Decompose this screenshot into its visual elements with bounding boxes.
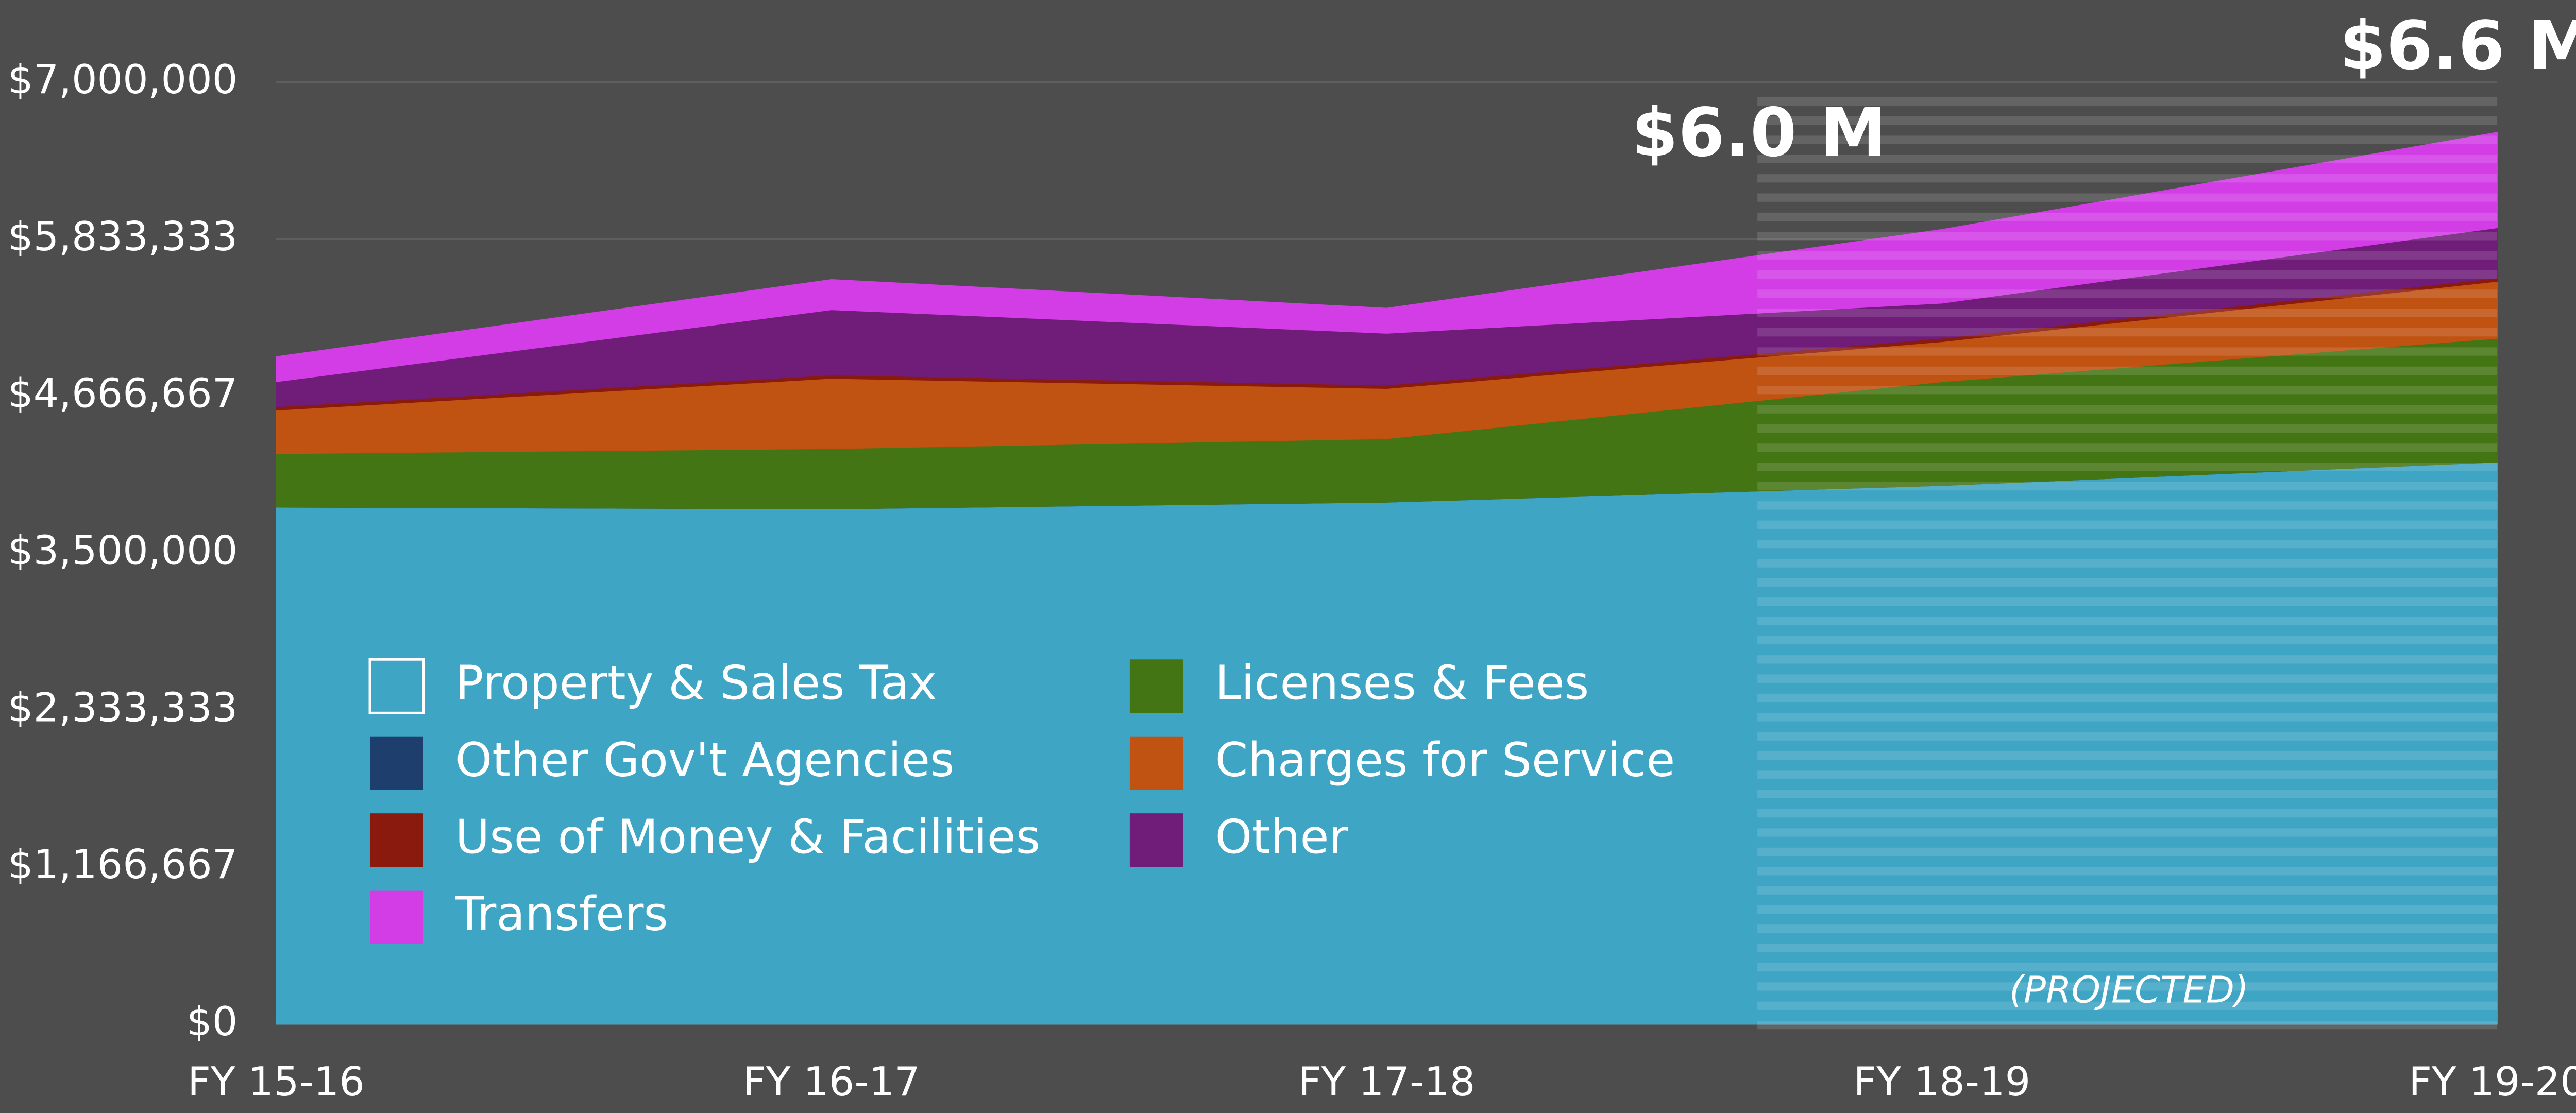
stripe bbox=[1757, 770, 2498, 779]
stripe bbox=[1757, 847, 2498, 857]
legend-swatch bbox=[1129, 736, 1183, 790]
x-tick-label: FY 16-17 bbox=[743, 1059, 920, 1105]
projected-label: (PROJECTED) bbox=[2009, 968, 2249, 1011]
stripe bbox=[1757, 713, 2498, 722]
x-tick-label: FY 19-20 bbox=[2409, 1059, 2576, 1105]
legend-label: Use of Money & Facilities bbox=[455, 810, 1041, 864]
legend-swatch bbox=[369, 736, 423, 790]
stripe bbox=[1757, 674, 2498, 683]
legend-swatch bbox=[368, 658, 425, 714]
stripe bbox=[1757, 232, 2498, 241]
stripe bbox=[1757, 289, 2498, 298]
stripe bbox=[1757, 1021, 2498, 1030]
stripe bbox=[1757, 212, 2498, 221]
stripe bbox=[1757, 732, 2498, 741]
stripe bbox=[1757, 617, 2498, 625]
stripe bbox=[1757, 559, 2498, 568]
stripe bbox=[1757, 174, 2498, 183]
areas bbox=[276, 131, 2498, 1025]
y-tick-label: $0 bbox=[187, 999, 238, 1045]
stripe bbox=[1757, 1001, 2498, 1010]
stripe bbox=[1757, 347, 2498, 356]
stripe bbox=[1757, 386, 2498, 395]
stripe bbox=[1757, 97, 2498, 106]
labels: $0 $1,166,667 $2,333,333 $3,500,000 $4,666,6… bbox=[8, 57, 2576, 1105]
y-tick-label: $3,500,000 bbox=[8, 527, 238, 574]
stripe bbox=[1757, 251, 2498, 260]
stripe bbox=[1757, 693, 2498, 703]
stripe bbox=[1757, 520, 2498, 529]
stripe bbox=[1757, 270, 2498, 279]
stripe bbox=[1757, 366, 2498, 375]
stripe bbox=[1757, 309, 2498, 317]
stripe bbox=[1757, 636, 2498, 645]
legend-label: Transfers bbox=[455, 887, 668, 941]
legend-label: Other Gov't Agencies bbox=[455, 733, 955, 787]
stripe bbox=[1757, 540, 2498, 549]
stripe bbox=[1757, 328, 2498, 337]
stripe bbox=[1757, 135, 2498, 144]
legend-label: Charges for Service bbox=[1215, 733, 1675, 787]
stripe bbox=[1757, 905, 2498, 914]
stripe bbox=[1757, 809, 2498, 818]
y-tick-label: $5,833,333 bbox=[8, 214, 238, 260]
stripe bbox=[1757, 501, 2498, 510]
annotation: $6.0 M bbox=[1632, 93, 1887, 172]
stripe bbox=[1757, 886, 2498, 895]
stripe bbox=[1757, 867, 2498, 876]
area bbox=[276, 131, 2498, 383]
legend-label: Property & Sales Tax bbox=[455, 656, 937, 710]
y-tick-label: $2,333,333 bbox=[8, 684, 238, 731]
stripe bbox=[1757, 963, 2498, 972]
stripe bbox=[1757, 982, 2498, 991]
legend-label: Other bbox=[1215, 810, 1349, 864]
stripe bbox=[1757, 463, 2498, 471]
x-tick-label: FY 18-19 bbox=[1853, 1059, 2030, 1105]
stripe bbox=[1757, 116, 2498, 125]
legend-swatch bbox=[1129, 659, 1183, 713]
stripe bbox=[1757, 443, 2498, 452]
stripe bbox=[1757, 751, 2498, 760]
stripe bbox=[1757, 405, 2498, 414]
projected-stripes bbox=[1757, 97, 2498, 1030]
stripe bbox=[1757, 924, 2498, 933]
legend-label: Licenses & Fees bbox=[1215, 656, 1589, 710]
legend-swatch bbox=[369, 890, 423, 944]
x-tick-label: FY 17-18 bbox=[1298, 1059, 1476, 1105]
stripe bbox=[1757, 828, 2498, 837]
y-tick-label: $7,000,000 bbox=[8, 57, 238, 103]
y-tick-label: $1,166,667 bbox=[8, 842, 238, 888]
stripe bbox=[1757, 944, 2498, 952]
stripe bbox=[1757, 578, 2498, 587]
stripe bbox=[1757, 424, 2498, 433]
legend-swatch bbox=[1129, 813, 1183, 867]
x-tick-label: FY 15-16 bbox=[188, 1059, 365, 1105]
stripe bbox=[1757, 155, 2498, 164]
stripe bbox=[1757, 482, 2498, 491]
y-tick-label: $4,666,667 bbox=[8, 371, 238, 417]
legend-swatch bbox=[369, 813, 423, 867]
annotation: $6.6 M bbox=[2340, 6, 2576, 84]
stripe bbox=[1757, 193, 2498, 202]
stripe bbox=[1757, 597, 2498, 606]
stripe bbox=[1757, 790, 2498, 798]
stripe bbox=[1757, 655, 2498, 664]
